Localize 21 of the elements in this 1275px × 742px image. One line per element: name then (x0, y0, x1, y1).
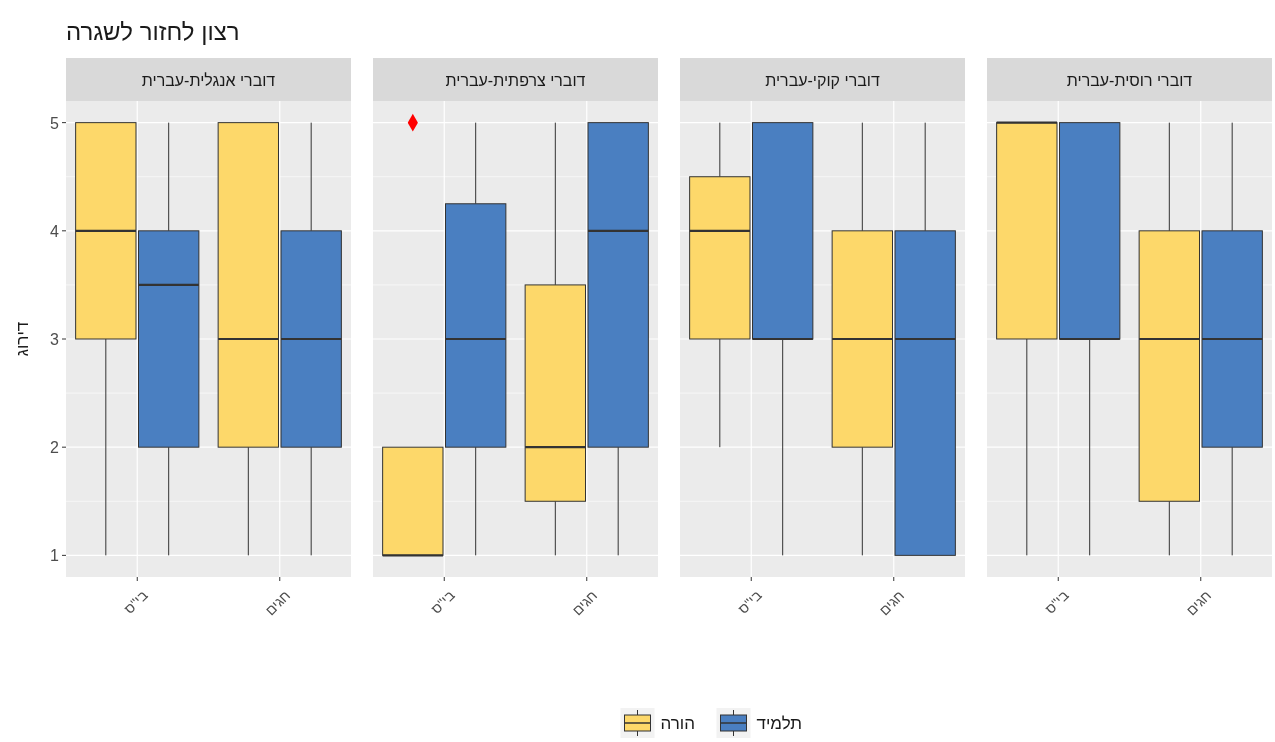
legend-label: הורה (660, 714, 696, 733)
x-tick-label: בי"ס (1041, 587, 1072, 617)
x-tick-label: חגים (262, 587, 294, 619)
chart-subtitle: דוברי רוסית-עברית (1066, 71, 1193, 89)
chart-subtitle: דוברי אנגלית-עברית (141, 71, 276, 89)
x-tick-label: בי"ס (120, 587, 151, 617)
y-tick-label: 3 (50, 331, 60, 348)
y-axis-title: דירוג (13, 321, 32, 357)
chart-subtitle: דוברי צרפתית-עברית (445, 71, 586, 89)
chart-subtitle: דוברי קוקי-עברית (765, 71, 880, 89)
y-tick-label: 1 (50, 547, 60, 565)
legend-label: תלמיד (756, 714, 803, 733)
y-tick-label: 4 (50, 222, 60, 240)
x-tick-label: חגים (569, 587, 601, 619)
y-tick-label: 5 (50, 114, 60, 132)
y-tick-label: 2 (50, 439, 60, 457)
x-tick-label: בי"ס (734, 587, 765, 617)
x-tick-label: חגים (876, 587, 908, 619)
x-tick-label: חגים (1183, 587, 1215, 619)
chart-title: רצון לחזור לשגרה (66, 18, 240, 45)
x-tick-label: בי"ס (427, 587, 458, 617)
